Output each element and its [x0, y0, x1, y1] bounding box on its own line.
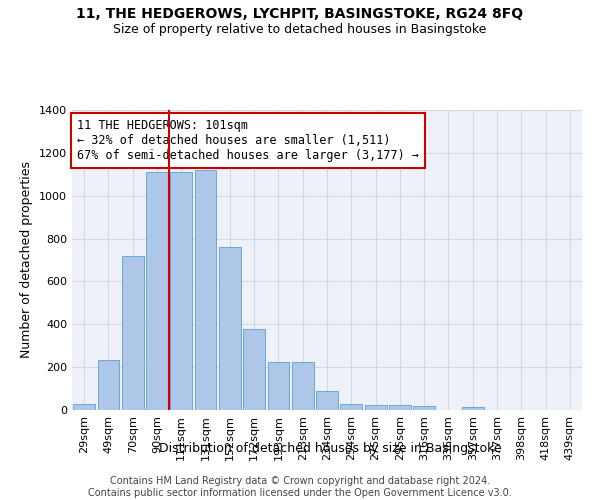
Bar — [219, 247, 241, 410]
Bar — [97, 360, 119, 410]
Bar — [268, 362, 289, 410]
Bar — [243, 328, 265, 410]
Bar — [73, 404, 95, 410]
Bar — [122, 256, 143, 410]
Bar — [292, 362, 314, 410]
Text: Distribution of detached houses by size in Basingstoke: Distribution of detached houses by size … — [158, 442, 502, 455]
Text: Contains HM Land Registry data © Crown copyright and database right 2024.
Contai: Contains HM Land Registry data © Crown c… — [88, 476, 512, 498]
Y-axis label: Number of detached properties: Number of detached properties — [20, 162, 34, 358]
Bar — [316, 390, 338, 410]
Text: Size of property relative to detached houses in Basingstoke: Size of property relative to detached ho… — [113, 22, 487, 36]
Bar — [170, 172, 192, 410]
Text: 11, THE HEDGEROWS, LYCHPIT, BASINGSTOKE, RG24 8FQ: 11, THE HEDGEROWS, LYCHPIT, BASINGSTOKE,… — [76, 8, 524, 22]
Bar — [146, 172, 168, 410]
Bar — [389, 404, 411, 410]
Bar — [194, 170, 217, 410]
Text: 11 THE HEDGEROWS: 101sqm
← 32% of detached houses are smaller (1,511)
67% of sem: 11 THE HEDGEROWS: 101sqm ← 32% of detach… — [77, 119, 419, 162]
Bar — [413, 406, 435, 410]
Bar — [365, 404, 386, 410]
Bar — [462, 408, 484, 410]
Bar — [340, 404, 362, 410]
